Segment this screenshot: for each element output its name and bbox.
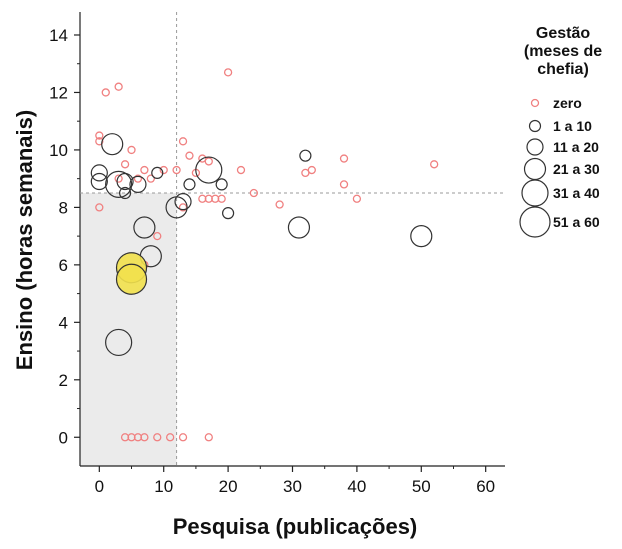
x-axis-label: Pesquisa (publicações): [173, 514, 418, 539]
x-tick-label: 10: [154, 477, 173, 496]
data-point: [216, 179, 227, 190]
data-point: [122, 161, 129, 168]
y-tick-label: 10: [49, 141, 68, 160]
legend-title-line: (meses de: [524, 43, 602, 60]
legend-title-line: chefia): [537, 61, 589, 78]
data-point: [91, 165, 107, 181]
legend-marker: [522, 180, 548, 206]
legend-marker: [530, 121, 541, 132]
legend-label: 11 a 20: [553, 139, 599, 155]
legend-marker: [527, 139, 543, 155]
data-point: [117, 264, 147, 294]
data-point: [175, 194, 191, 210]
data-point: [308, 167, 315, 174]
legend-title-line: Gestão: [536, 25, 590, 42]
data-point: [431, 161, 438, 168]
legend-label: zero: [553, 95, 582, 111]
y-tick-label: 6: [59, 256, 68, 275]
data-point: [102, 89, 109, 96]
data-point: [225, 69, 232, 76]
legend-marker: [532, 100, 539, 107]
data-point: [180, 434, 187, 441]
legend-marker: [525, 159, 546, 180]
y-tick-label: 4: [59, 313, 68, 332]
data-point: [115, 83, 122, 90]
y-tick-label: 0: [59, 428, 68, 447]
legend-label: 1 a 10: [553, 118, 592, 134]
data-point: [180, 138, 187, 145]
data-point: [141, 167, 148, 174]
legend-label: 51 a 60: [553, 214, 600, 230]
x-tick-label: 60: [476, 477, 495, 496]
shaded-quadrant-layer: [80, 193, 177, 466]
y-tick-label: 2: [59, 371, 68, 390]
y-tick-label: 12: [49, 83, 68, 102]
legend-label: 31 a 40: [553, 185, 600, 201]
data-point: [91, 174, 107, 190]
y-tick-label: 8: [59, 198, 68, 217]
data-point: [102, 134, 123, 155]
data-point: [184, 179, 195, 190]
data-point: [341, 155, 348, 162]
data-point: [300, 150, 311, 161]
x-tick-label: 30: [283, 477, 302, 496]
x-tick-label: 50: [412, 477, 431, 496]
legend-label: 21 a 30: [553, 161, 600, 177]
data-point: [276, 201, 283, 208]
data-point: [128, 146, 135, 153]
data-point: [205, 434, 212, 441]
legend-marker: [520, 207, 550, 237]
data-point: [353, 195, 360, 202]
data-point: [237, 167, 244, 174]
data-point: [288, 217, 309, 238]
x-tick-label: 0: [95, 477, 104, 496]
data-point: [411, 226, 432, 247]
y-tick-label: 14: [49, 26, 68, 45]
data-point: [186, 152, 193, 159]
data-point: [223, 208, 234, 219]
x-tick-label: 40: [347, 477, 366, 496]
data-point: [341, 181, 348, 188]
data-point: [205, 158, 212, 165]
x-tick-label: 20: [219, 477, 238, 496]
y-axis-label: Ensino (horas semanais): [12, 110, 37, 370]
shaded-quadrant: [80, 193, 177, 466]
data-point: [196, 157, 222, 183]
